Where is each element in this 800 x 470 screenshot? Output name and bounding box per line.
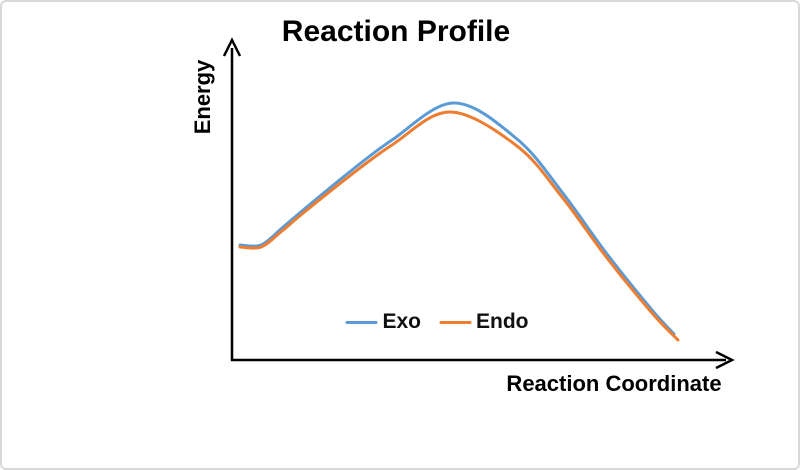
series-line-endo bbox=[238, 110, 680, 342]
series-line-exo bbox=[238, 101, 676, 336]
chart-title: Reaction Profile bbox=[281, 15, 511, 48]
x-axis-arrow-icon bbox=[715, 350, 735, 370]
legend-label-exo: Exo bbox=[382, 310, 422, 333]
legend-label-endo: Endo bbox=[476, 310, 529, 333]
legend: Exo Endo bbox=[345, 310, 529, 334]
x-axis-label: Reaction Coordinate bbox=[506, 371, 722, 396]
y-axis-arrow-icon bbox=[222, 37, 242, 57]
legend-line-endo bbox=[439, 320, 472, 324]
legend-line-exo bbox=[345, 320, 378, 324]
